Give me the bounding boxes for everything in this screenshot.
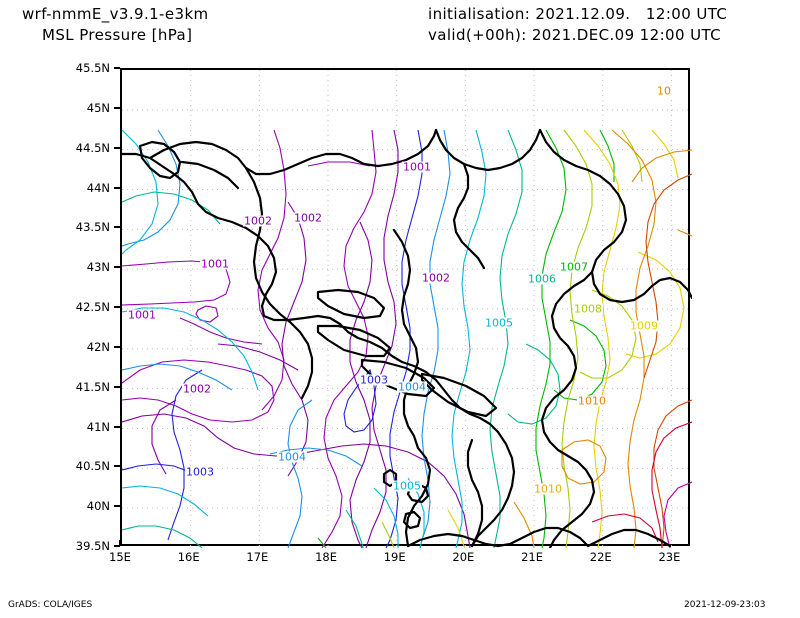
contour-value-label: 1006 bbox=[527, 272, 557, 286]
contour-1004 bbox=[122, 129, 451, 548]
contour-value-label: 1004 bbox=[397, 380, 427, 394]
y-axis-tick-mark bbox=[114, 465, 120, 468]
y-axis-tick-mark bbox=[114, 385, 120, 388]
y-axis-tick-label: 42N bbox=[86, 339, 110, 354]
contour-label-layer: 1001 1001 1001 1002 1002 1002 1002 1003 1003 1004… bbox=[122, 70, 692, 548]
contour-value-label: 1002 bbox=[293, 211, 323, 225]
y-axis-tick-label: 43.5N bbox=[75, 220, 110, 235]
y-axis-tick-mark bbox=[114, 67, 120, 69]
contour-value-label: 1001 bbox=[127, 308, 157, 322]
contour-value-label: 1010 bbox=[533, 482, 563, 496]
y-axis-tick-label: 41N bbox=[86, 419, 110, 434]
contour-1011 bbox=[643, 173, 692, 548]
y-axis-tick-mark bbox=[114, 345, 120, 348]
contour-value-label: 1005 bbox=[484, 316, 514, 330]
y-axis-tick-label: 43N bbox=[86, 260, 110, 275]
y-axis-tick-label: 39.5N bbox=[75, 539, 110, 553]
x-axis-tick-label: 19E bbox=[383, 550, 406, 564]
y-axis-tick-mark bbox=[114, 146, 120, 149]
y-axis-tick-mark bbox=[114, 106, 120, 109]
y-axis-tick-mark bbox=[114, 505, 120, 508]
y-axis-tick-mark bbox=[114, 266, 120, 269]
y-axis-tick-label: 40N bbox=[86, 499, 110, 514]
x-axis-tick-label: 16E bbox=[177, 550, 200, 564]
y-axis-tick-label: 45N bbox=[86, 100, 110, 115]
contour-value-label: 1005 bbox=[392, 479, 422, 493]
x-axis-tick-label: 22E bbox=[589, 550, 612, 564]
model-title: wrf-nmmE_v3.9.1-e3km bbox=[22, 5, 209, 23]
contour-plot: 1001 1001 1001 1002 1002 1002 1002 1003 1003 1004… bbox=[120, 68, 692, 548]
y-axis-tick-mark bbox=[114, 226, 120, 229]
valid-time: valid(+00h): 2021.DEC.09 12:00 UTC bbox=[428, 26, 722, 44]
contour-1010 bbox=[513, 129, 692, 548]
contour-1006 bbox=[122, 129, 561, 548]
y-axis-tick-mark bbox=[114, 545, 120, 547]
contour-plot-svg bbox=[122, 70, 692, 548]
contour-1009 bbox=[447, 129, 685, 548]
contour-value-label: 1007 bbox=[559, 260, 589, 274]
y-axis-tick-label: 44N bbox=[86, 180, 110, 195]
y-axis-tick-label: 42.5N bbox=[75, 300, 110, 314]
contour-value-label: 1003 bbox=[359, 373, 389, 387]
x-axis-tick-label: 17E bbox=[246, 550, 269, 564]
contour-value-label: 1010 bbox=[577, 394, 607, 408]
contour-1012 bbox=[591, 421, 692, 548]
contour-value-label: 1001 bbox=[402, 160, 432, 174]
y-axis-tick-label: 40.5N bbox=[75, 459, 110, 474]
variable-title: MSL Pressure [hPa] bbox=[42, 26, 193, 44]
x-axis-tick-label: 15E bbox=[109, 550, 131, 564]
contour-value-label: 1002 bbox=[243, 214, 273, 228]
x-axis-tick-label: 20E bbox=[452, 550, 475, 564]
contour-1013 bbox=[663, 481, 692, 548]
render-timestamp: 2021-12-09-23:03 bbox=[684, 600, 766, 610]
initialisation-time: initialisation: 2021.12.09. 12:00 UTC bbox=[428, 5, 728, 23]
contour-value-label: 1009 bbox=[629, 319, 659, 333]
x-axis-tick-label: 23E bbox=[658, 550, 681, 564]
y-axis-tick-mark bbox=[114, 306, 120, 308]
grads-credit: GrADS: COLA/IGES bbox=[8, 600, 93, 610]
y-axis-tick-label: 44.5N bbox=[75, 140, 110, 155]
y-axis-tick-mark bbox=[114, 186, 120, 189]
contour-value-label: 1002 bbox=[182, 382, 212, 396]
contour-value-label: 1001 bbox=[200, 257, 230, 271]
contour-value-label: 10 bbox=[656, 84, 672, 98]
coastlines-and-borders bbox=[122, 128, 692, 548]
y-axis-tick-label: 45.5N bbox=[75, 61, 110, 75]
contour-1001 bbox=[122, 129, 377, 548]
contour-1002 bbox=[122, 129, 471, 548]
contour-value-label: 1003 bbox=[185, 465, 215, 479]
x-axis-tick-label: 21E bbox=[521, 550, 543, 564]
x-axis-tick-label: 18E bbox=[315, 550, 337, 564]
y-axis-tick-label: 41.5N bbox=[75, 379, 110, 394]
contour-value-label: 1004 bbox=[277, 450, 307, 464]
contour-value-label: 1002 bbox=[421, 271, 451, 285]
contour-value-label: 1008 bbox=[573, 302, 603, 316]
y-axis-tick-mark bbox=[114, 425, 120, 428]
